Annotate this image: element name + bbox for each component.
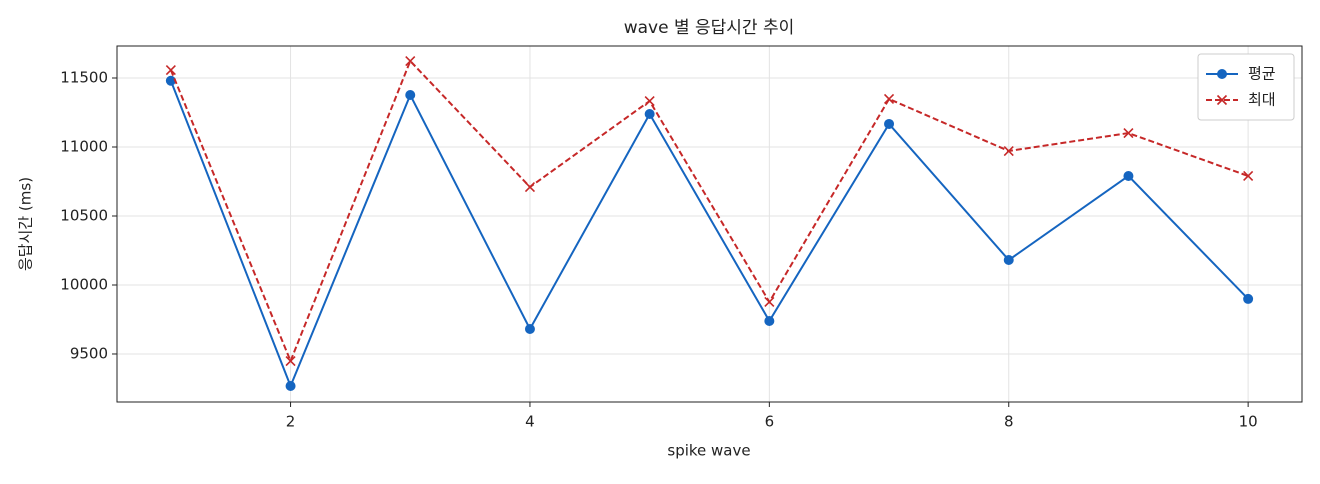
y-axis-label: 응답시간 (ms) bbox=[17, 177, 35, 271]
legend-box bbox=[1197, 53, 1295, 121]
data-point bbox=[644, 109, 655, 120]
data-point bbox=[524, 324, 535, 335]
data-point bbox=[764, 316, 775, 327]
data-point bbox=[883, 93, 895, 105]
legend-marker bbox=[1217, 69, 1227, 79]
data-point bbox=[524, 181, 536, 193]
x-tick-label: 6 bbox=[765, 413, 775, 431]
data-point bbox=[1003, 255, 1014, 266]
chart-title: wave 별 응답시간 추이 bbox=[624, 18, 795, 38]
legend-label: 평균 bbox=[1248, 65, 1276, 83]
data-point bbox=[1003, 145, 1014, 157]
plot-frame bbox=[116, 45, 1303, 403]
data-point bbox=[1123, 170, 1134, 181]
series-line bbox=[169, 59, 1249, 364]
data-point bbox=[165, 75, 176, 86]
y-tick-label: 10000 bbox=[60, 275, 108, 293]
y-tick-label: 10500 bbox=[60, 206, 108, 224]
data-point bbox=[1243, 170, 1254, 182]
y-tick-label: 11500 bbox=[60, 69, 108, 87]
x-tick-label: 8 bbox=[1004, 413, 1014, 431]
y-tick-label: 9500 bbox=[70, 344, 108, 362]
data-point bbox=[405, 55, 416, 67]
data-point bbox=[1123, 128, 1134, 139]
data-point bbox=[285, 355, 296, 367]
x-tick-label: 4 bbox=[525, 413, 535, 431]
data-point bbox=[764, 296, 775, 308]
x-tick-label: 10 bbox=[1239, 413, 1258, 431]
data-point bbox=[405, 89, 416, 100]
data-point bbox=[884, 118, 895, 129]
x-axis-label: spike wave bbox=[667, 442, 750, 460]
data-point bbox=[1243, 293, 1254, 304]
x-tick-label: 2 bbox=[286, 413, 296, 431]
y-tick-label: 11000 bbox=[60, 138, 108, 156]
legend-marker bbox=[1216, 94, 1228, 106]
series-line bbox=[169, 80, 1249, 389]
legend-label: 최대 bbox=[1248, 91, 1276, 109]
data-point bbox=[285, 380, 296, 391]
data-point bbox=[644, 95, 655, 107]
data-point bbox=[165, 64, 176, 76]
